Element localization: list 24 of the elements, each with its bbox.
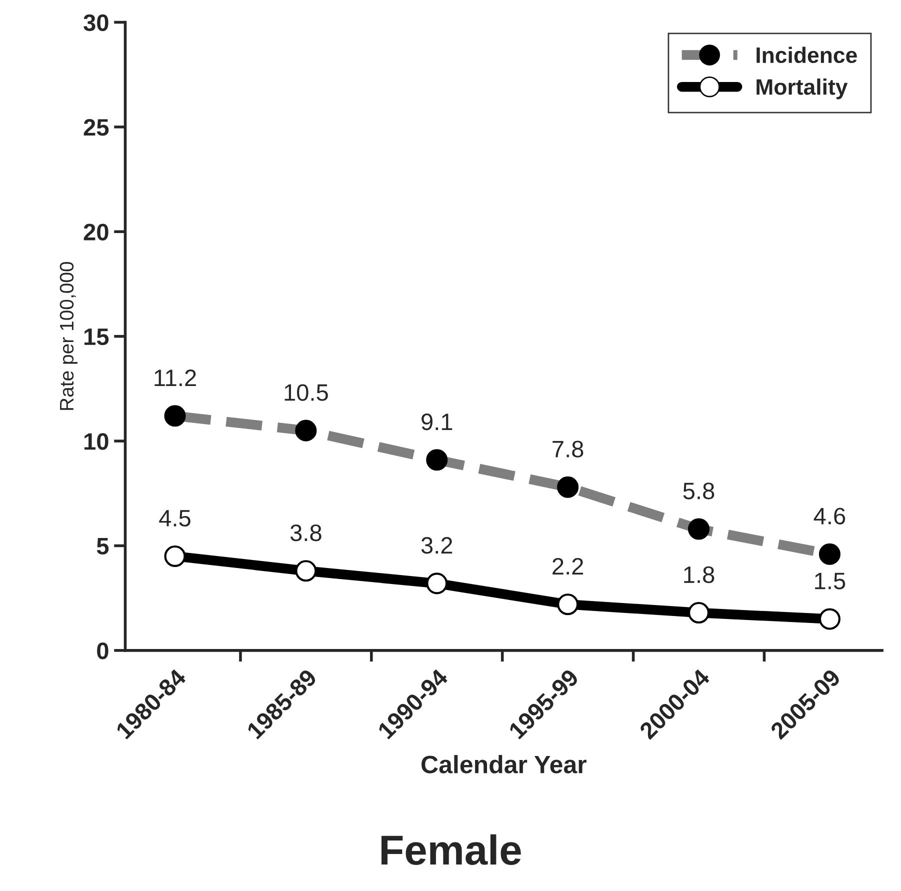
- data-label: 11.2: [154, 370, 196, 386]
- y-tick-label: 0: [97, 642, 108, 660]
- x-axis-title: Calendar Year: [422, 755, 586, 774]
- y-tick-label: 5: [96, 538, 109, 555]
- legend-label: Mortality: [756, 78, 848, 100]
- data-label: 4.6: [814, 508, 846, 524]
- data-label: 10.5: [284, 384, 328, 401]
- data-label: 1.5: [815, 572, 846, 590]
- data-label: 3.2: [421, 537, 452, 554]
- data-label: 4.5: [159, 510, 190, 527]
- y-tick-label: 30: [84, 14, 108, 32]
- data-label: 5.8: [683, 482, 714, 500]
- y-tick-label: 15: [84, 328, 109, 346]
- data-label: 1.8: [684, 566, 714, 584]
- data-label: 3.8: [290, 524, 322, 542]
- y-tick-label: 20: [84, 224, 108, 240]
- text: Female: [381, 834, 521, 865]
- data-label: 9.1: [422, 414, 452, 430]
- data-label: 7.8: [552, 440, 584, 458]
- data-label: 2.2: [552, 558, 584, 574]
- legend-label: Incidence: [756, 46, 857, 64]
- y-axis-title: Rate per 100,000: [60, 262, 78, 410]
- y-tick-label: 25: [84, 119, 109, 136]
- y-tick-label: 10: [84, 433, 108, 450]
